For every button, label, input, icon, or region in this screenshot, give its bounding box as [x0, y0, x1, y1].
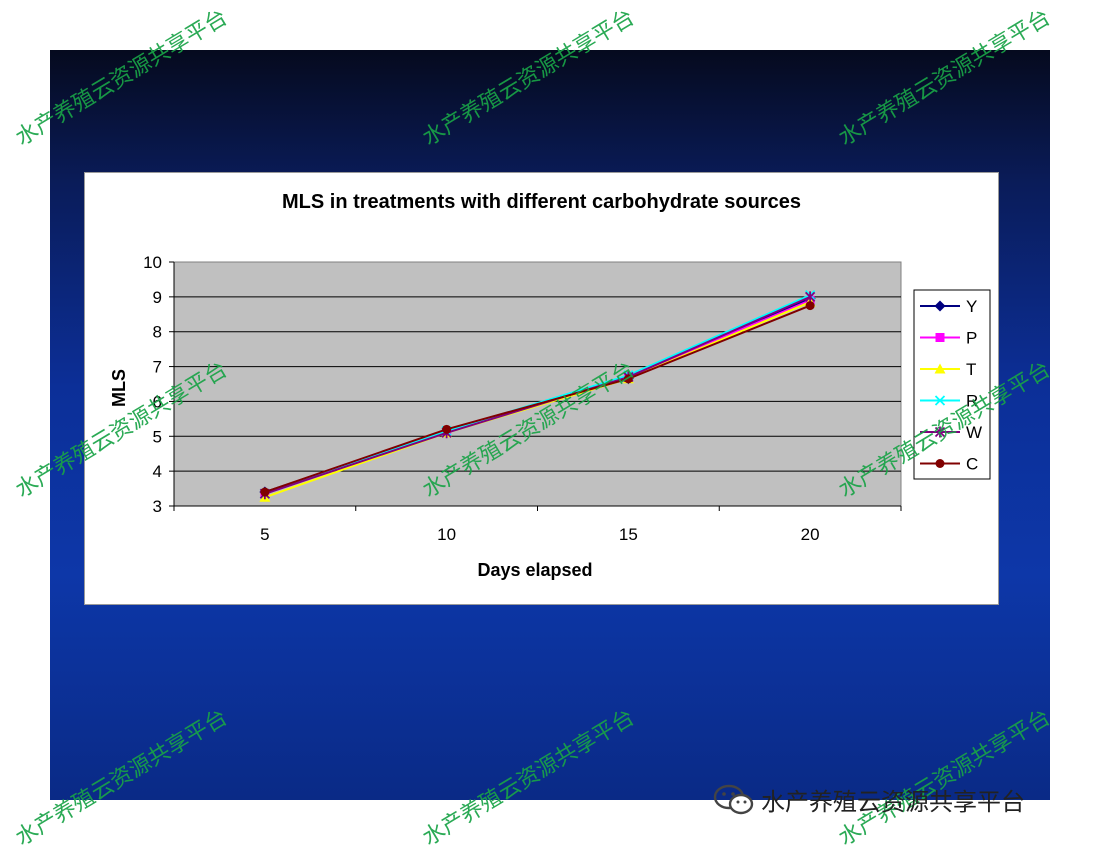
y-tick-label: 6: [153, 392, 162, 411]
legend-label-y: Y: [966, 297, 977, 316]
legend-label-w: W: [966, 423, 982, 442]
legend-label-c: C: [966, 455, 978, 474]
legend-label-p: P: [966, 329, 977, 348]
x-tick-label: 5: [260, 525, 269, 544]
data-point-c: [623, 374, 633, 384]
x-tick-label: 15: [619, 525, 638, 544]
y-tick-label: 10: [143, 253, 162, 272]
legend-marker-t: [934, 363, 946, 374]
legend-label-r: R: [966, 392, 978, 411]
chart-panel: MLS in treatments with different carbohy…: [84, 172, 999, 605]
y-tick-label: 7: [153, 358, 162, 377]
footer-label: 水产养殖云资源共享平台: [761, 788, 1025, 816]
y-axis-title: MLS: [109, 369, 129, 407]
wechat-icon: [713, 784, 754, 814]
legend-label-t: T: [966, 360, 976, 379]
y-tick-label: 4: [153, 462, 162, 481]
series-layer: [259, 289, 816, 502]
x-tick-label: 10: [437, 525, 456, 544]
plot-area: [173, 261, 902, 507]
x-tick-label: 20: [801, 525, 820, 544]
series-line-c: [264, 304, 811, 494]
data-point-c: [442, 424, 452, 434]
y-tick-label: 9: [153, 288, 162, 307]
legend-marker-p: [935, 333, 945, 342]
y-tick-label: 5: [153, 427, 162, 446]
axes-layer: 3 4 5 6 7 8 9 10 5 10 15 20: [143, 253, 902, 544]
legend-marker-y: [934, 300, 946, 312]
y-tick-label: 8: [153, 323, 162, 342]
legend-marker-w: [934, 426, 946, 438]
y-tick-label: 3: [153, 497, 162, 516]
legend-marker-r: [934, 395, 946, 406]
chart-title: MLS in treatments with different carbohy…: [282, 191, 801, 213]
legend-marker-c: [935, 459, 945, 468]
series-c: [260, 301, 815, 497]
grid-layer: [174, 296, 901, 472]
x-axis-title: Days elapsed: [477, 560, 592, 580]
data-point-c: [260, 487, 270, 497]
footer-brand: 水产养殖云资源共享平台: [713, 782, 1025, 817]
legend-box: [913, 289, 991, 480]
data-point-w: [804, 291, 816, 303]
data-point-c: [805, 301, 815, 311]
